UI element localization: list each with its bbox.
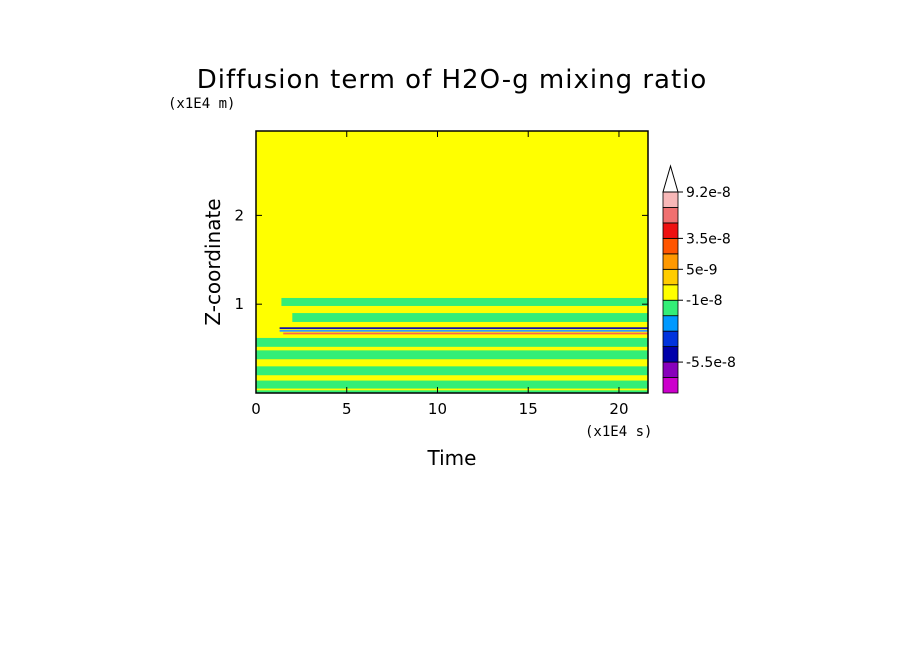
contour-band-3 (279, 329, 648, 332)
contour-band-0 (281, 297, 648, 306)
contour-band-8 (256, 380, 648, 389)
contour-band-6 (256, 350, 648, 360)
x-tick-label: 15 (519, 400, 538, 418)
colorbar-level (662, 377, 679, 394)
colorbar-level (662, 315, 679, 332)
colorbar-level (662, 237, 679, 255)
plot-frame (255, 130, 649, 394)
x-axis-unit: (x1E4 s) (585, 424, 652, 440)
y-tick-label: 2 (234, 206, 244, 224)
colorbar-label: 9.2e-8 (686, 185, 731, 201)
plot-area (256, 131, 648, 393)
y-tick-label: 1 (234, 295, 244, 313)
y-axis: 12 (234, 206, 648, 313)
colorbar-label: -5.5e-8 (686, 355, 736, 371)
contour-band-2 (279, 327, 648, 330)
colorbar-label: -1e-8 (686, 293, 723, 309)
colorbar-level (662, 330, 679, 348)
colorbar-level (662, 191, 679, 208)
y-axis-unit: (x1E4 m) (168, 96, 235, 112)
colorbar-level (662, 253, 679, 270)
colorbar-level (662, 361, 679, 378)
colorbar-level (662, 299, 679, 317)
colorbar: 9.2e-8 3.5e-8 5e-9 -1e-8 -5.5e-8 (662, 164, 736, 394)
colorbar-level (662, 207, 679, 224)
x-tick-label: 10 (428, 400, 447, 418)
colorbar-label: 3.5e-8 (686, 231, 731, 247)
x-tick-label: 0 (251, 400, 261, 418)
contour-band-5 (256, 337, 648, 347)
field-background (256, 131, 648, 393)
colorbar-level (662, 346, 679, 363)
colorbar-level (662, 284, 679, 301)
x-tick-label: 20 (609, 400, 628, 418)
x-tick-label: 5 (342, 400, 352, 418)
x-axis-label: Time (427, 446, 477, 470)
colorbar-level (662, 268, 679, 286)
x-axis: 0 5 10 15 20 (251, 131, 629, 418)
contour-band-7 (256, 366, 648, 376)
contour-band-4 (283, 332, 648, 335)
colorbar-level (662, 222, 679, 239)
y-axis-label: Z-coordinate (201, 198, 225, 325)
chart-title: Diffusion term of H2O-g mixing ratio (197, 65, 708, 95)
contour-band-9 (256, 390, 648, 393)
contour-band-1 (292, 313, 648, 322)
colorbar-label: 5e-9 (686, 262, 717, 278)
colorbar-extend-arrow (662, 164, 679, 193)
